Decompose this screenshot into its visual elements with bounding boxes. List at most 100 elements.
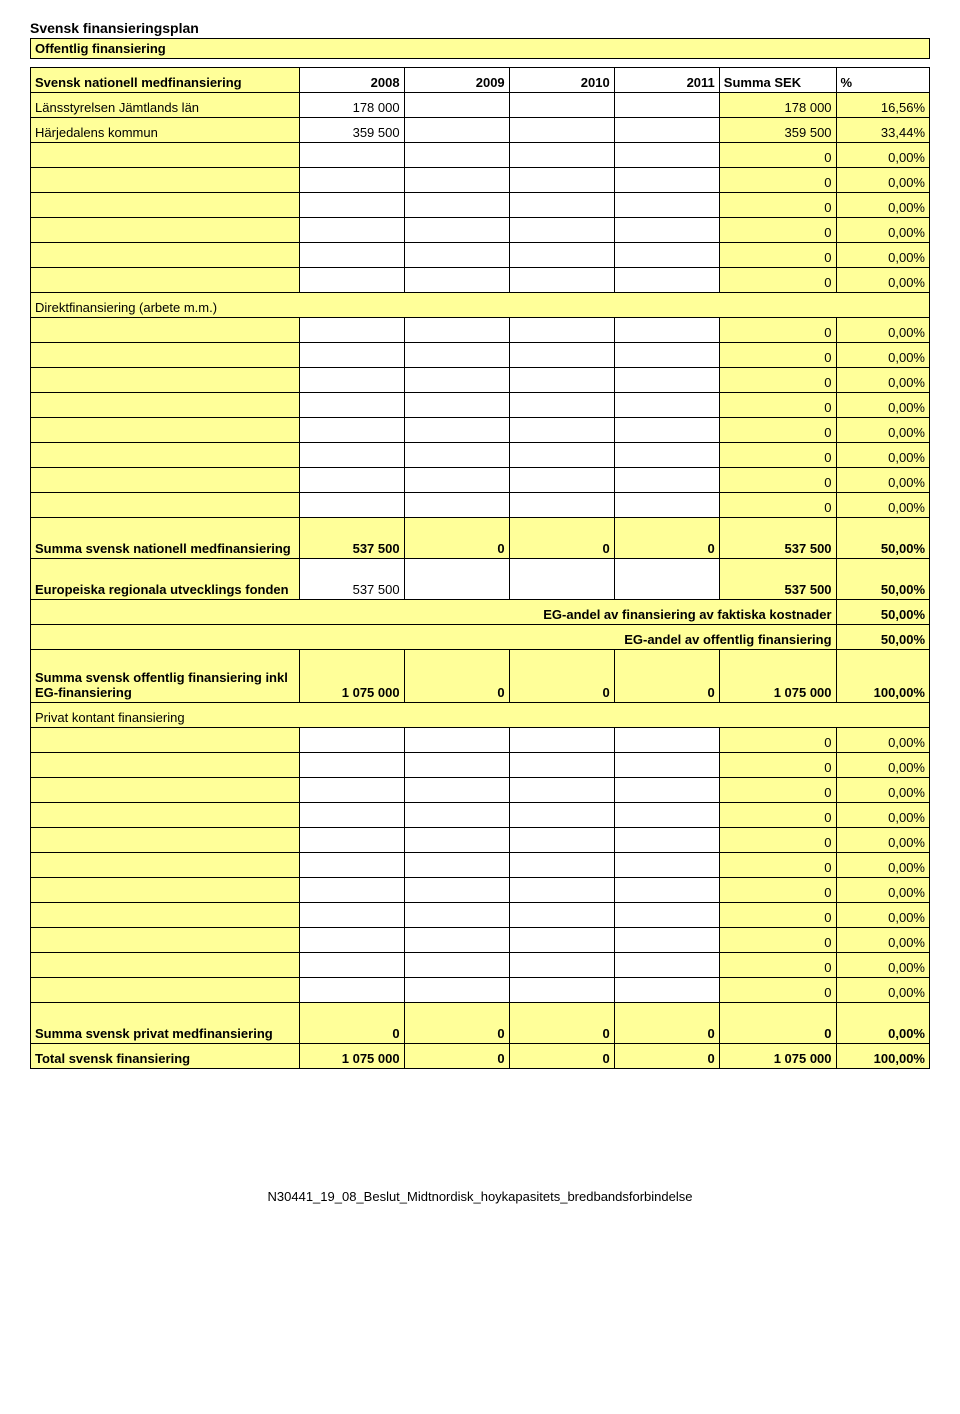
cell-sum: 537 500 — [719, 559, 836, 600]
row-empty: 00,00% — [31, 753, 930, 778]
cell: 1 075 000 — [299, 1044, 404, 1069]
cell: 0 — [404, 1044, 509, 1069]
row-harjedalens: Härjedalens kommun 359 500 359 500 33,44… — [31, 118, 930, 143]
cell-sum: 359 500 — [719, 118, 836, 143]
header-2008: 2008 — [299, 68, 404, 93]
cell: 537 500 — [299, 518, 404, 559]
footer-text: N30441_19_08_Beslut_Midtnordisk_hoykapas… — [30, 1189, 930, 1204]
header-sum: Summa SEK — [719, 68, 836, 93]
label-eu-reg: Europeiska regionala utvecklings fonden — [31, 559, 300, 600]
cell — [614, 93, 719, 118]
cell: 0 — [404, 518, 509, 559]
row-total: Total svensk finansiering 1 075 000 0 0 … — [31, 1044, 930, 1069]
cell-sum: 537 500 — [719, 518, 836, 559]
row-empty: 00,00% — [31, 268, 930, 293]
cell: 0 — [404, 650, 509, 703]
cell — [509, 118, 614, 143]
row-empty: 00,00% — [31, 468, 930, 493]
cell-pct: 33,44% — [836, 118, 929, 143]
label-summa-priv: Summa svensk privat medfinansiering — [31, 1003, 300, 1044]
cell-pct: 100,00% — [836, 1044, 929, 1069]
row-eg-offentlig: EG-andel av offentlig finansiering 50,00… — [31, 625, 930, 650]
cell: 359 500 — [299, 118, 404, 143]
row-empty: 00,00% — [31, 853, 930, 878]
cell-label: Härjedalens kommun — [31, 118, 300, 143]
cell — [404, 118, 509, 143]
cell-label: Länsstyrelsen Jämtlands län — [31, 93, 300, 118]
cell-sum: 1 075 000 — [719, 1044, 836, 1069]
header-label: Svensk nationell medfinansiering — [31, 68, 300, 93]
cell-pct: 16,56% — [836, 93, 929, 118]
cell-pct: 100,00% — [836, 650, 929, 703]
row-empty: 00,00% — [31, 343, 930, 368]
cell-pct: 50,00% — [836, 559, 929, 600]
cell: 1 075 000 — [299, 650, 404, 703]
section-header: Privat kontant finansiering — [31, 703, 930, 728]
cell — [404, 559, 509, 600]
cell-sum: 178 000 — [719, 93, 836, 118]
row-empty: 00,00% — [31, 803, 930, 828]
row-empty: 00,00% — [31, 368, 930, 393]
cell: 0 — [509, 1003, 614, 1044]
row-empty: 00,00% — [31, 928, 930, 953]
row-empty: 00,00% — [31, 978, 930, 1003]
row-empty: 00,00% — [31, 778, 930, 803]
cell-pct: 50,00% — [836, 518, 929, 559]
cell: 0 — [299, 1003, 404, 1044]
cell-pct: 50,00% — [836, 600, 929, 625]
cell: 0 — [509, 1044, 614, 1069]
row-summa-nationell: Summa svensk nationell medfinansiering 5… — [31, 518, 930, 559]
row-eu-regional: Europeiska regionala utvecklings fonden … — [31, 559, 930, 600]
cell: 0 — [614, 650, 719, 703]
row-empty: 00,00% — [31, 493, 930, 518]
cell-pct: 0,00% — [836, 1003, 929, 1044]
row-lansstyrelsen: Länsstyrelsen Jämtlands län 178 000 178 … — [31, 93, 930, 118]
row-empty: 00,00% — [31, 903, 930, 928]
418-summa-nat: Summa svensk nationell medfinansiering — [31, 518, 300, 559]
row-empty: 00,00% — [31, 168, 930, 193]
cell — [509, 93, 614, 118]
row-empty: 00,00% — [31, 418, 930, 443]
row-empty: 00,00% — [31, 953, 930, 978]
page-title: Svensk finansieringsplan — [30, 20, 930, 36]
eg-faktiska-label: EG-andel av finansiering av faktiska kos… — [31, 600, 837, 625]
cell — [509, 559, 614, 600]
row-empty: 00,00% — [31, 878, 930, 903]
row-empty: 00,00% — [31, 393, 930, 418]
row-empty: 00,00% — [31, 218, 930, 243]
section-header: Direktfinansiering (arbete m.m.) — [31, 293, 930, 318]
cell-sum: 1 075 000 — [719, 650, 836, 703]
cell: 178 000 — [299, 93, 404, 118]
cell: 0 — [614, 1044, 719, 1069]
row-empty: 00,00% — [31, 728, 930, 753]
label-total: Total svensk finansiering — [31, 1044, 300, 1069]
cell: 0 — [614, 1003, 719, 1044]
cell — [404, 93, 509, 118]
cell — [614, 559, 719, 600]
row-empty: 00,00% — [31, 243, 930, 268]
row-empty: 00,00% — [31, 828, 930, 853]
cell-sum: 0 — [719, 1003, 836, 1044]
cell: 0 — [614, 518, 719, 559]
cell: 537 500 — [299, 559, 404, 600]
row-summa-privat: Summa svensk privat medfinansiering 0 0 … — [31, 1003, 930, 1044]
header-2011: 2011 — [614, 68, 719, 93]
row-summa-offentlig: Summa svensk offentlig finansiering inkl… — [31, 650, 930, 703]
financing-table: Svensk nationell medfinansiering 2008 20… — [30, 67, 930, 1069]
cell: 0 — [404, 1003, 509, 1044]
header-2010: 2010 — [509, 68, 614, 93]
row-privat-header: Privat kontant finansiering — [31, 703, 930, 728]
row-empty: 00,00% — [31, 193, 930, 218]
row-direktfinansiering-header: Direktfinansiering (arbete m.m.) — [31, 293, 930, 318]
eg-off-label: EG-andel av offentlig finansiering — [31, 625, 837, 650]
row-eg-faktiska: EG-andel av finansiering av faktiska kos… — [31, 600, 930, 625]
row-empty: 00,00% — [31, 443, 930, 468]
row-empty: 00,00% — [31, 318, 930, 343]
header-2009: 2009 — [404, 68, 509, 93]
cell — [614, 118, 719, 143]
subtitle-band: Offentlig finansiering — [30, 38, 930, 59]
cell: 0 — [509, 518, 614, 559]
cell: 0 — [509, 650, 614, 703]
cell-pct: 50,00% — [836, 625, 929, 650]
header-pct: % — [836, 68, 929, 93]
